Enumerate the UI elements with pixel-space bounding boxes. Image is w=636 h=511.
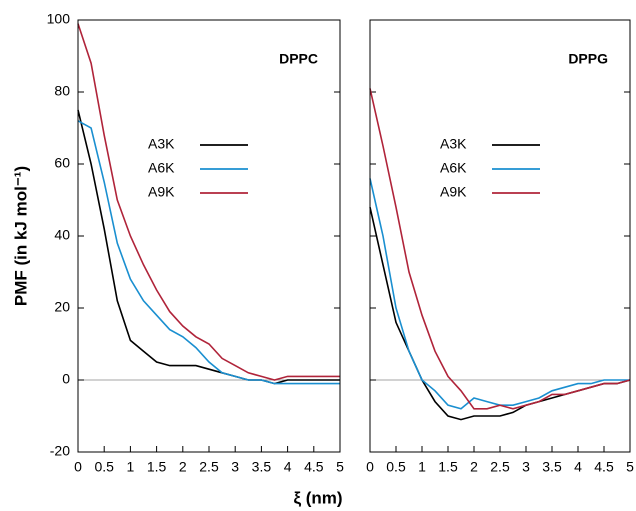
y-tick-label: 80	[54, 83, 70, 99]
y-tick-label: 0	[62, 371, 70, 387]
series-line	[369, 88, 631, 410]
panel-title: DPPC	[279, 51, 318, 67]
x-tick-label: 1.5	[438, 459, 458, 475]
x-tick-label: 1.5	[147, 459, 167, 475]
x-tick-label: 4	[284, 459, 292, 475]
x-tick-label: 2	[470, 459, 478, 475]
x-tick-label: 3.5	[542, 459, 562, 475]
series-line	[77, 120, 340, 385]
legend-label: A6K	[148, 160, 175, 176]
x-tick-label: 4	[574, 459, 582, 475]
x-tick-label: 4.5	[594, 459, 614, 475]
legend-label: A6K	[440, 160, 467, 176]
x-tick-label: 1	[418, 459, 426, 475]
x-tick-label: 2.5	[490, 459, 510, 475]
series-line	[77, 109, 340, 385]
x-tick-label: 0	[366, 459, 374, 475]
x-tick-label: 0	[74, 459, 82, 475]
series-line	[369, 178, 630, 410]
plot-frame	[77, 19, 341, 453]
y-tick-label: 40	[54, 227, 70, 243]
x-tick-label: 2	[179, 459, 187, 475]
x-tick-label: 0.5	[94, 459, 114, 475]
y-tick-label: 20	[54, 299, 70, 315]
x-tick-label: 4.5	[304, 459, 324, 475]
x-axis-label: ξ (nm)	[293, 488, 342, 507]
x-tick-label: 0.5	[386, 459, 406, 475]
x-tick-label: 5	[626, 459, 634, 475]
x-tick-label: 2.5	[199, 459, 219, 475]
x-tick-label: 3	[231, 459, 239, 475]
y-tick-label: -20	[50, 443, 70, 459]
x-tick-label: 5	[336, 459, 344, 475]
panel-title: DPPG	[568, 51, 608, 67]
y-tick-label: 60	[54, 155, 70, 171]
legend-label: A3K	[148, 136, 175, 152]
plot-frame	[369, 19, 631, 453]
y-tick-label: 100	[47, 11, 71, 27]
x-tick-label: 3	[522, 459, 530, 475]
legend-label: A9K	[148, 184, 175, 200]
x-tick-label: 1	[127, 459, 135, 475]
y-axis-label: PMF (in kJ mol⁻¹)	[11, 166, 30, 306]
x-tick-label: 3.5	[252, 459, 272, 475]
legend-label: A9K	[440, 184, 467, 200]
series-line	[77, 23, 340, 381]
legend-label: A3K	[440, 136, 467, 152]
